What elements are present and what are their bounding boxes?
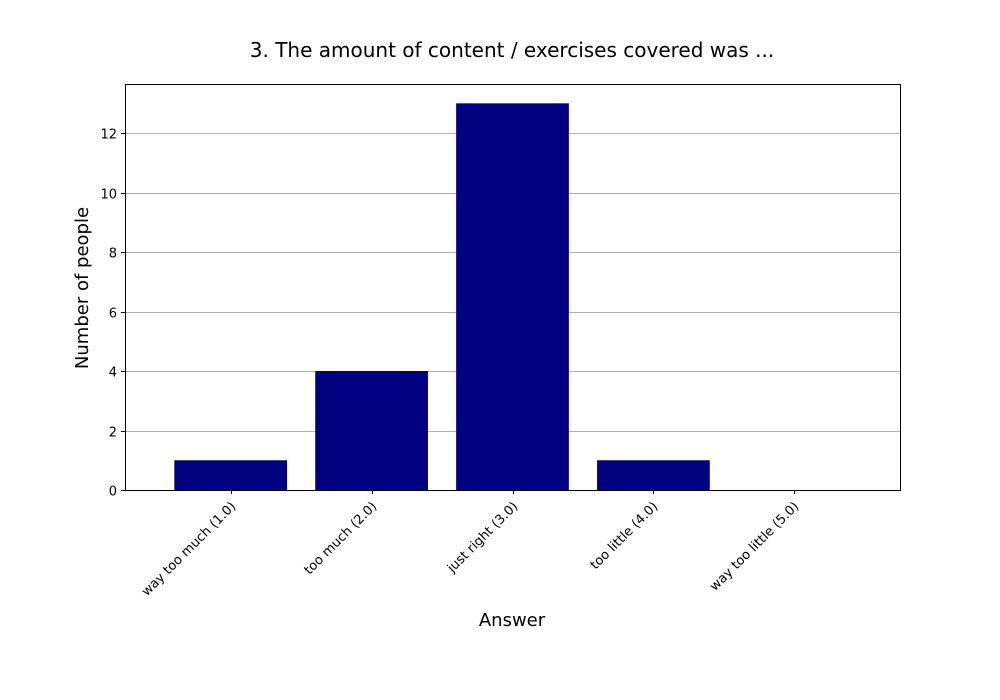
y-tick-label: 2 [109,426,117,441]
bar [456,103,569,490]
bar [174,460,288,490]
x-tick-label: way too little (5.0) [707,499,802,594]
x-tick-label: too much (2.0) [302,499,381,578]
y-tick-label: 8 [109,247,117,262]
chart-title: 3. The amount of content / exercises cov… [250,38,774,62]
bar [315,371,428,490]
y-tick-label: 0 [109,485,117,500]
bars [174,103,710,490]
x-axis-ticks: way too much (1.0) too much (2.0) just rig… [139,490,802,599]
x-tick-label: way too much (1.0) [139,499,239,599]
y-tick-label: 6 [109,307,117,322]
y-tick-label: 12 [100,128,117,143]
bar [597,460,710,490]
x-tick-label: just right (3.0) [444,499,521,576]
y-tick-label: 4 [109,366,117,381]
y-tick-label: 10 [100,188,117,203]
y-axis-ticks: 0 2 4 6 8 10 12 [100,128,125,500]
y-axis-label: Number of people [72,207,93,369]
x-axis-label: Answer [479,610,546,631]
x-tick-label: too little (4.0) [588,499,662,573]
